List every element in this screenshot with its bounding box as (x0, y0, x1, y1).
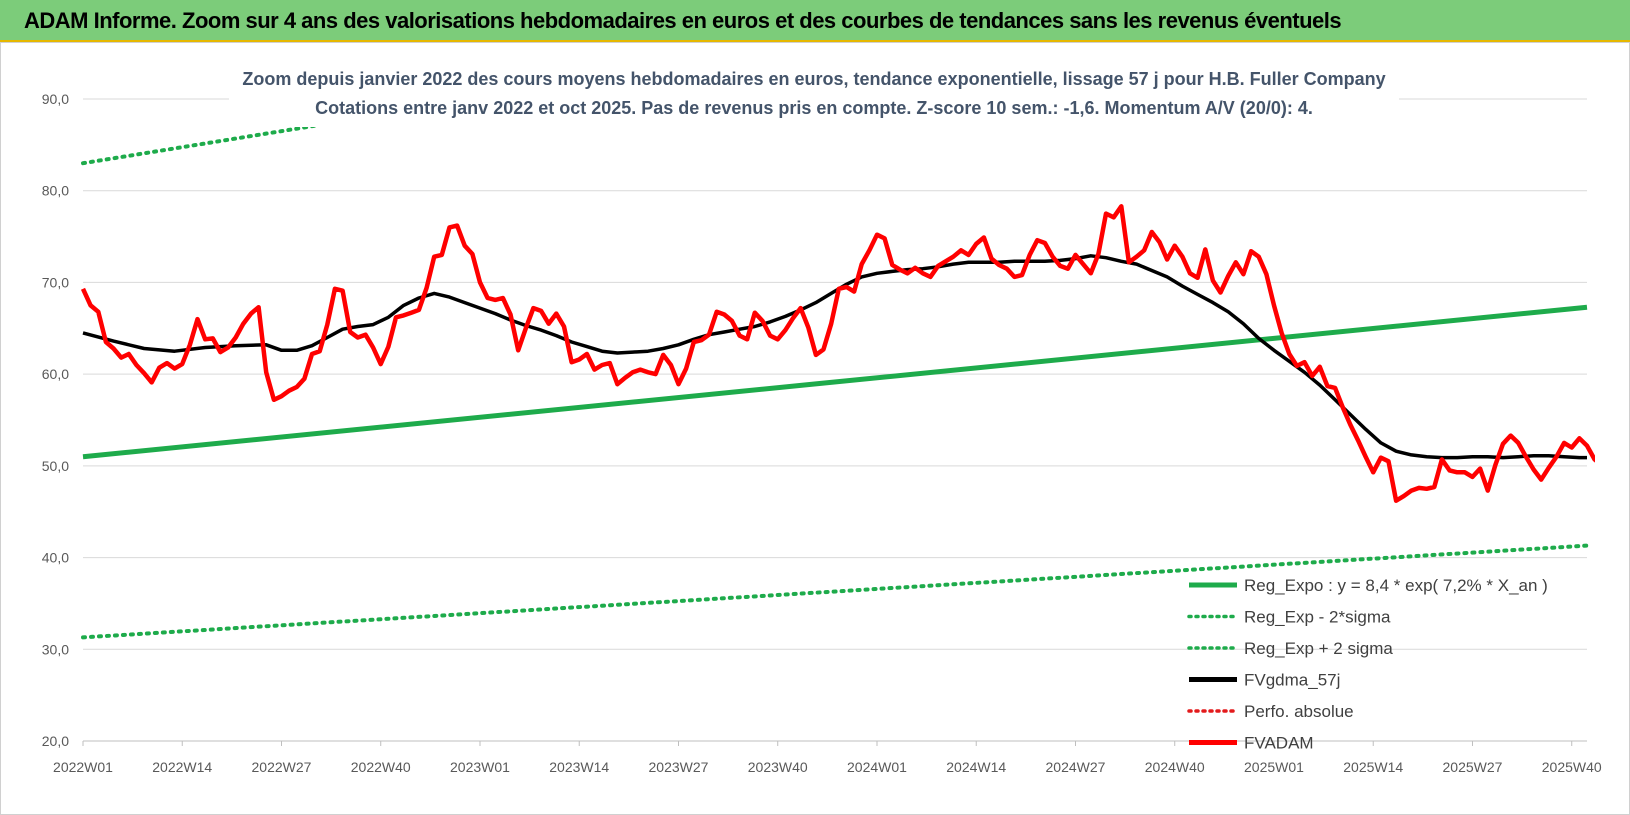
x-tick-label: 2023W40 (748, 759, 808, 775)
report-title: ADAM Informe. Zoom sur 4 ans des valoris… (24, 8, 1342, 33)
x-tick-label: 2022W40 (351, 759, 411, 775)
gridlines (82, 98, 1587, 746)
series-reg-expo (82, 304, 1588, 460)
x-tick-label: 2024W40 (1145, 759, 1205, 775)
legend-fvadam: FVADAM (1189, 734, 1314, 753)
y-tick-label: 30,0 (42, 641, 69, 657)
legend-perfo-absolue: Perfo. absolue (1187, 702, 1354, 721)
legend-reg-expo: Reg_Expo : y = 8,4 * exp( 7,2% * X_an ) (1189, 576, 1548, 595)
series-fvadam (80, 204, 1595, 503)
chart-titles: Zoom depuis janvier 2022 des cours moyen… (229, 61, 1399, 127)
x-tick-label: 2022W27 (252, 759, 312, 775)
x-tick-label: 2024W27 (1046, 759, 1106, 775)
x-tick-label: 2024W01 (847, 759, 907, 775)
x-tick-label: 2025W27 (1443, 759, 1503, 775)
legend: Reg_Expo : y = 8,4 * exp( 7,2% * X_an ) R… (1187, 576, 1548, 753)
y-tick-label: 20,0 (42, 733, 69, 749)
x-tick-label: 2023W27 (649, 759, 709, 775)
x-axis-tick-labels: 2022W01 2022W14 2022W27 2022W40 2023W01 2023W… (53, 759, 1602, 775)
line-chart: 20,0 30,0 40,0 50,0 60,0 70,0 80,0 90,0 2022W01… (42, 61, 1602, 775)
x-tick-label: 2025W01 (1244, 759, 1304, 775)
legend-label: Reg_Expo : y = 8,4 * exp( 7,2% * X_an ) (1244, 576, 1548, 595)
x-tick-label: 2022W01 (53, 759, 113, 775)
x-tick-label: 2023W01 (450, 759, 510, 775)
series-layer (80, 99, 1595, 640)
y-tick-label: 60,0 (42, 366, 69, 382)
y-tick-label: 70,0 (42, 274, 69, 290)
chart-subtitle: Cotations entre janv 2022 et oct 2025. P… (315, 98, 1313, 118)
chart-frame: 20,0 30,0 40,0 50,0 60,0 70,0 80,0 90,0 2022W01… (0, 42, 1630, 815)
legend-label: Reg_Exp + 2 sigma (1244, 639, 1393, 658)
x-tick-label: 2023W14 (549, 759, 609, 775)
series-fvgdma-57j (82, 254, 1587, 460)
legend-label: FVgdma_57j (1244, 671, 1340, 690)
title-backdrop (229, 61, 1399, 127)
legend-reg-exp-plus-2-sigma: Reg_Exp + 2 sigma (1187, 639, 1393, 658)
series-reg-exp-minus-2-sigma (81, 543, 1589, 640)
x-tick-label: 2025W40 (1542, 759, 1602, 775)
chart-title: Zoom depuis janvier 2022 des cours moyen… (242, 69, 1385, 89)
y-tick-label: 90,0 (42, 91, 69, 107)
y-tick-label: 40,0 (42, 550, 69, 566)
x-tick-label: 2024W14 (946, 759, 1006, 775)
y-axis-tick-labels: 20,0 30,0 40,0 50,0 60,0 70,0 80,0 90,0 (42, 91, 69, 749)
legend-label: FVADAM (1244, 734, 1314, 753)
report-banner: ADAM Informe. Zoom sur 4 ans des valoris… (0, 0, 1630, 42)
x-tick-label: 2025W14 (1343, 759, 1403, 775)
legend-fvgdma-57j: FVgdma_57j (1189, 671, 1340, 690)
x-tick-label: 2022W14 (152, 759, 212, 775)
legend-label: Perfo. absolue (1244, 702, 1354, 721)
y-tick-label: 50,0 (42, 458, 69, 474)
legend-label: Reg_Exp - 2*sigma (1244, 608, 1391, 627)
legend-reg-exp-minus-2-sigma: Reg_Exp - 2*sigma (1187, 608, 1391, 627)
y-tick-label: 80,0 (42, 183, 69, 199)
